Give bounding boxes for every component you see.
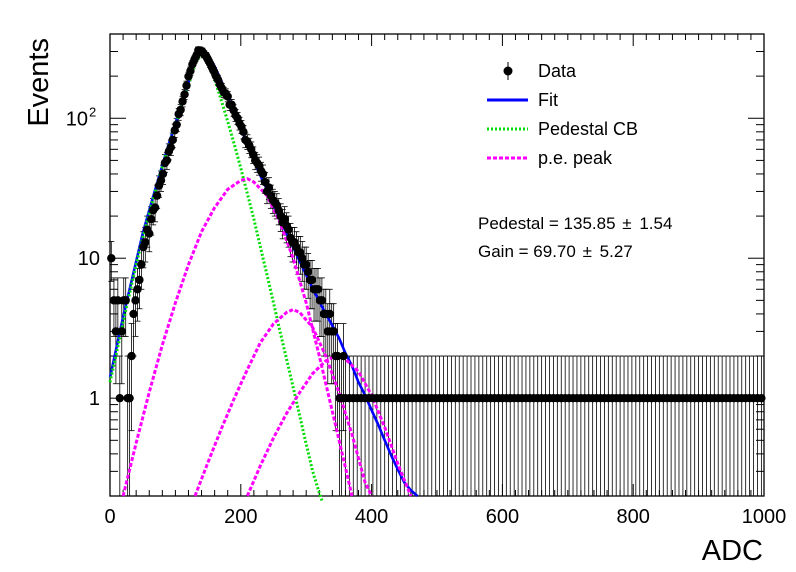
plus-minus-symbol: ± [622,214,631,233]
data-point [145,229,154,238]
y-tick-label: 10 [78,248,100,270]
data-point [303,267,313,276]
y-tick-exponent: 2 [89,104,96,119]
data-point [757,393,766,403]
legend-marker [503,66,513,76]
x-axis-label: ADC [702,535,763,567]
legend-label: Fit [538,90,558,110]
data-point [121,296,130,305]
pe-peak-curve [245,354,413,497]
x-tick-label: 800 [617,506,650,528]
data-point [129,309,138,319]
data-point [333,351,342,361]
data-point [131,296,140,305]
y-tick-label: 10 [66,108,88,130]
data-point [325,309,334,319]
pedestal-value: Pedestal = 135.85 [478,214,616,233]
x-tick-label: 1000 [742,506,787,528]
legend-label: p.e. peak [538,148,613,168]
pe-peak-curve [121,177,354,497]
data-point [178,97,187,106]
legend-label: Data [538,61,577,81]
data-point [117,327,126,336]
data-point [133,285,142,294]
data-point [147,215,156,224]
data-point [158,169,168,179]
data-point [113,296,123,305]
x-tick-label: 200 [224,506,257,528]
x-tick-label: 400 [355,506,388,528]
legend: Data Fit Pedestal CB p.e. peak [487,61,638,168]
data-point [168,135,177,145]
pedestal-error: 1.54 [639,214,672,233]
data-point [186,66,195,76]
pedestal-annotation: Pedestal = 135.85 ± 1.54 [478,214,672,233]
data-point [107,254,116,263]
gain-error: 5.27 [600,242,633,261]
data-point [284,225,293,234]
data-point [115,393,125,403]
x-tick-label: 0 [104,506,115,528]
data-point [152,191,162,200]
data-point [166,143,176,152]
pe-peak-curve [193,307,373,497]
legend-label: Pedestal CB [538,119,638,139]
data-point [137,260,146,269]
data-point [317,296,327,305]
error-bars [108,46,765,496]
y-axis-label: Events [23,38,55,127]
data-point [339,351,348,361]
data-point [280,215,289,224]
y-tick-label: 1 [89,388,100,410]
plus-minus-symbol: ± [583,242,592,261]
data-point [150,203,160,212]
data-point [302,260,311,269]
data-point [156,176,166,185]
fit-curve [108,48,419,497]
data-point [127,351,136,361]
data-point [162,156,172,165]
data-point [111,327,121,336]
plot-frame [109,33,765,497]
gain-value: Gain = 69.70 [478,242,576,261]
data-point [125,393,134,403]
data-point [180,90,189,99]
data-point [223,92,232,101]
data-markers [107,46,766,403]
fit-curves [108,48,419,503]
data-point [258,169,268,179]
data-point [135,275,144,285]
data-point [307,275,317,285]
gain-annotation: Gain = 69.70 ± 5.27 [478,242,633,261]
data-point [172,120,181,129]
data-point [176,105,185,114]
data-point [298,254,307,263]
data-point [141,238,150,247]
data-point [182,81,191,90]
data-point [329,327,338,336]
x-tick-label: 600 [486,506,519,528]
data-point [239,127,248,137]
data-point [313,285,323,294]
data-point [264,183,274,192]
